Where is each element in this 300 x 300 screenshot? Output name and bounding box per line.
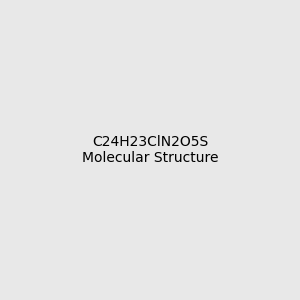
Text: C24H23ClN2O5S
Molecular Structure: C24H23ClN2O5S Molecular Structure [82,135,218,165]
